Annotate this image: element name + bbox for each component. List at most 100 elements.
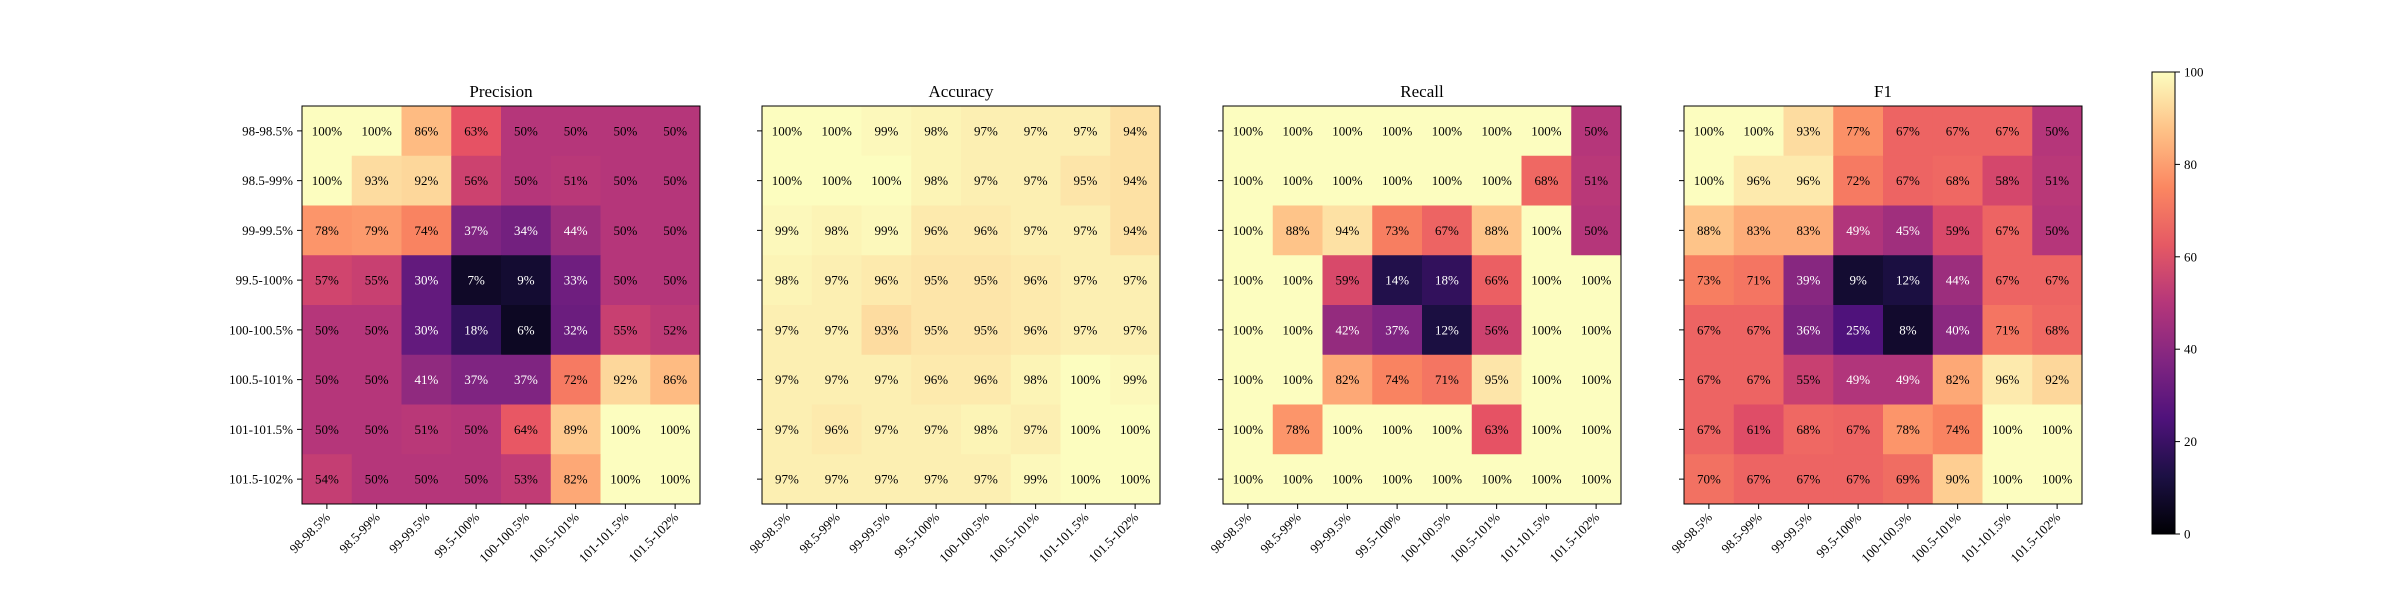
panel-title: Precision	[469, 82, 533, 101]
heatmap-cell	[302, 155, 353, 206]
cell-value-label: 97%	[825, 472, 849, 487]
heatmap-cell	[600, 155, 651, 206]
cell-value-label: 100%	[1120, 472, 1151, 487]
heatmap-cell	[1272, 404, 1323, 455]
cell-value-label: 57%	[315, 273, 339, 288]
heatmap-cell	[1982, 305, 2033, 356]
heatmap-cell	[1422, 354, 1473, 405]
heatmap-cell	[1684, 454, 1735, 505]
heatmap-cell	[1110, 106, 1161, 157]
cell-value-label: 50%	[663, 273, 687, 288]
cell-value-label: 9%	[517, 273, 535, 288]
cell-value-label: 97%	[1024, 422, 1048, 437]
cell-value-label: 8%	[1899, 322, 1917, 337]
cell-value-label: 49%	[1846, 372, 1870, 387]
heatmap-cell	[1833, 305, 1884, 356]
x-tick-label: 100.5-101%	[526, 509, 582, 565]
cell-value-label: 45%	[1896, 223, 1920, 238]
cell-value-label: 100%	[1432, 173, 1463, 188]
heatmap-cell	[1883, 106, 1934, 157]
cell-value-label: 58%	[1995, 173, 2019, 188]
cell-value-label: 96%	[1024, 273, 1048, 288]
heatmap-cell	[501, 354, 552, 405]
heatmap-cell	[1783, 155, 1834, 206]
cell-value-label: 100%	[1070, 422, 1101, 437]
heatmap-cell	[1733, 155, 1784, 206]
heatmap-cell	[1932, 106, 1983, 157]
cell-value-label: 97%	[924, 472, 948, 487]
heatmap-cell	[861, 454, 912, 505]
heatmap-cell	[1783, 255, 1834, 306]
heatmap-cell	[2032, 155, 2083, 206]
heatmap-cell	[1982, 354, 2033, 405]
cell-value-label: 50%	[1584, 123, 1608, 138]
cell-value-label: 90%	[1946, 472, 1970, 487]
cell-value-label: 68%	[1796, 422, 1820, 437]
heatmap-cell	[1322, 305, 1373, 356]
cell-value-label: 100%	[821, 173, 852, 188]
cell-value-label: 100%	[1282, 322, 1313, 337]
heatmap-cell	[1060, 454, 1111, 505]
heatmap-cell	[861, 354, 912, 405]
x-tick-label: 99.5-100%	[1352, 509, 1403, 560]
x-tick-label: 99-99.5%	[386, 509, 433, 556]
cell-value-label: 50%	[365, 322, 389, 337]
x-tick-label: 101.5-102%	[2007, 509, 2063, 565]
x-tick-label: 99-99.5%	[1768, 509, 1815, 556]
y-tick-label: 98-98.5%	[242, 123, 293, 138]
cell-value-label: 100%	[1282, 123, 1313, 138]
cell-value-label: 55%	[365, 273, 389, 288]
cell-value-label: 95%	[974, 322, 998, 337]
cell-value-label: 97%	[775, 372, 799, 387]
x-tick-label: 100-100.5%	[476, 509, 532, 565]
heatmap-cell	[861, 205, 912, 256]
heatmap-cell	[1223, 106, 1274, 157]
heatmap-cell	[1684, 354, 1735, 405]
heatmap-cell	[501, 106, 552, 157]
heatmap-cell	[762, 404, 813, 455]
heatmap-cell	[1110, 454, 1161, 505]
panel-accuracy: 100% 100% 99% 98% 97% 97% 97% 94% 100% 100% 100% 98…	[746, 82, 1161, 565]
cell-value-label: 68%	[1534, 173, 1558, 188]
cell-value-label: 41%	[414, 372, 438, 387]
panel-recall: 100% 100% 100% 100% 100% 100% 100% 50% 100% 100% 1…	[1207, 82, 1622, 565]
cell-value-label: 100%	[1332, 472, 1363, 487]
heatmap-cell	[550, 354, 601, 405]
cell-value-label: 100%	[1332, 123, 1363, 138]
heatmap-cell	[351, 106, 402, 157]
cell-value-label: 97%	[825, 372, 849, 387]
heatmap-cell	[302, 106, 353, 157]
cell-value-label: 100%	[1581, 273, 1612, 288]
heatmap-cell	[401, 305, 452, 356]
cell-value-label: 50%	[464, 472, 488, 487]
cell-value-label: 66%	[1485, 273, 1509, 288]
heatmap-cell	[1372, 255, 1423, 306]
cell-value-label: 100%	[1481, 472, 1512, 487]
heatmap-cell	[762, 155, 813, 206]
x-tick-label: 101.5-102%	[1546, 509, 1602, 565]
cell-value-label: 96%	[874, 273, 898, 288]
heatmap-cell	[1272, 205, 1323, 256]
heatmap-cell	[1010, 454, 1061, 505]
heatmap-cell	[1833, 205, 1884, 256]
heatmap-cell	[550, 305, 601, 356]
cell-value-label: 12%	[1896, 273, 1920, 288]
heatmap-cell	[1684, 205, 1735, 256]
x-tick-label: 98-98.5%	[286, 509, 333, 556]
heatmap-cell	[1982, 454, 2033, 505]
cell-value-label: 86%	[663, 372, 687, 387]
cell-value-label: 100%	[1332, 422, 1363, 437]
heatmap-cell	[401, 454, 452, 505]
heatmap-cell	[1372, 155, 1423, 206]
heatmap-cell	[401, 354, 452, 405]
heatmap-cell	[1521, 305, 1572, 356]
cell-value-label: 50%	[315, 322, 339, 337]
x-tick-label: 100.5-101%	[986, 509, 1042, 565]
cell-value-label: 50%	[613, 273, 637, 288]
cell-value-label: 100%	[1743, 123, 1774, 138]
cell-value-label: 63%	[464, 123, 488, 138]
heatmap-cell	[1571, 354, 1622, 405]
cell-value-label: 97%	[974, 173, 998, 188]
heatmap-cell	[451, 205, 502, 256]
cell-value-label: 51%	[564, 173, 588, 188]
